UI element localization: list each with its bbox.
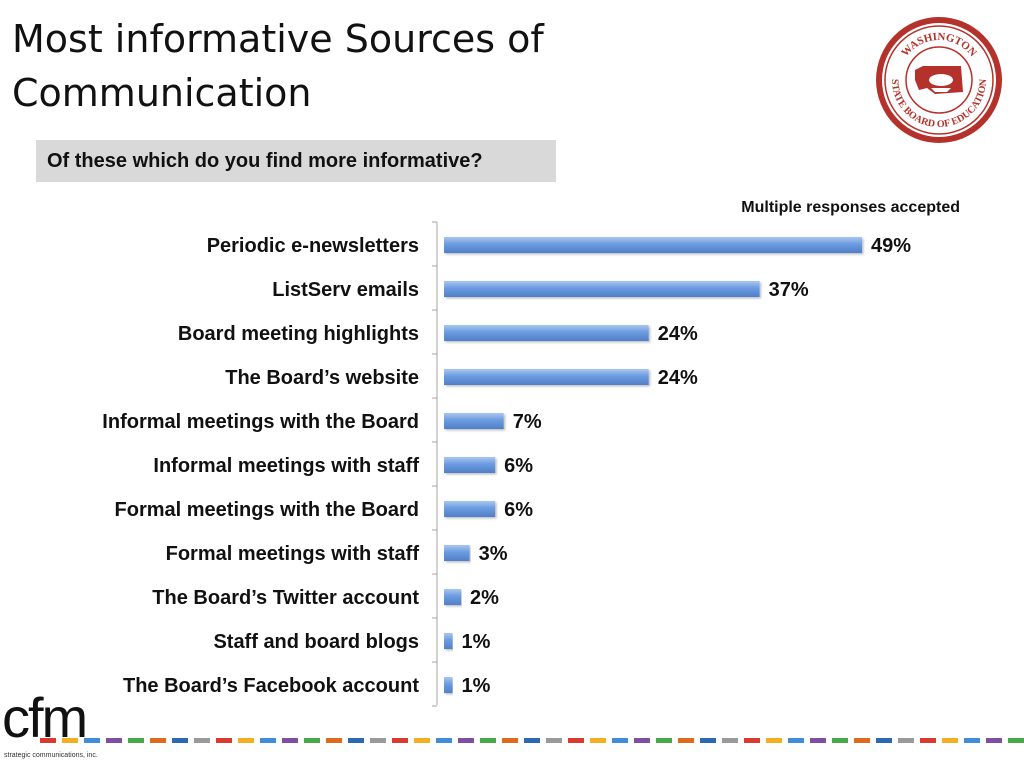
dash-segment [84,738,100,743]
dash-segment [436,738,452,743]
dash-segment [854,738,870,743]
dash-segment [920,738,936,743]
dash-segment [370,738,386,743]
bar [444,281,760,297]
dash-segment [458,738,474,743]
dash-segment [172,738,188,743]
data-label: 6% [504,499,533,521]
bar [444,589,462,605]
dash-segment [832,738,848,743]
dash-segment [964,738,980,743]
dash-segment [1008,738,1024,743]
dash-segment [656,738,672,743]
category-label: Periodic e-newsletters [207,235,419,257]
category-label: Formal meetings with the Board [115,499,419,521]
bar [444,325,649,341]
category-label: Informal meetings with the Board [102,411,419,433]
cfm-logo: cfm strategic communications, inc. [2,690,142,768]
slide-title: Most informative Sources of Communicatio… [12,17,544,115]
decorative-dash-line [40,738,1024,743]
dash-segment [106,738,122,743]
bar [444,457,496,473]
data-label: 37% [769,279,809,301]
dash-segment [612,738,628,743]
dash-segment [788,738,804,743]
dash-segment [568,738,584,743]
dash-segment [62,738,78,743]
dash-segment [766,738,782,743]
dash-segment [238,738,254,743]
question-text: Of these which do you find more informat… [47,149,483,172]
data-label: 24% [658,323,698,345]
data-label: 1% [462,675,491,697]
dash-segment [744,738,760,743]
data-label: 2% [470,587,499,609]
bar [444,237,862,253]
category-label: The Board’s Twitter account [152,587,419,609]
dash-segment [282,738,298,743]
question-box: Of these which do you find more informat… [36,140,556,182]
data-label: 24% [658,367,698,389]
dash-segment [216,738,232,743]
bar [444,369,649,385]
dash-segment [942,738,958,743]
dash-segment [414,738,430,743]
dash-segment [810,738,826,743]
dash-segment [304,738,320,743]
dash-segment [194,738,210,743]
bar [444,545,470,561]
dash-segment [700,738,716,743]
category-label: Board meeting highlights [178,323,419,345]
category-label: ListServ emails [272,279,419,301]
dash-segment [502,738,518,743]
dash-segment [546,738,562,743]
dash-segment [722,738,738,743]
bar [444,413,504,429]
dash-segment [634,738,650,743]
dash-segment [898,738,914,743]
data-label: 1% [462,631,491,653]
category-label: The Board’s website [225,367,419,389]
dash-segment [986,738,1002,743]
dash-segment [480,738,496,743]
bar [444,501,496,517]
dash-segment [326,738,342,743]
category-label: Staff and board blogs [213,631,419,653]
dash-segment [128,738,144,743]
dash-segment [524,738,540,743]
dash-segment [150,738,166,743]
dash-segment [40,738,56,743]
category-label: Formal meetings with staff [166,543,420,565]
bar [444,677,453,693]
dash-segment [678,738,694,743]
data-label: 3% [479,543,508,565]
multiple-responses-note: Multiple responses accepted [741,199,960,216]
data-label: 7% [513,411,542,433]
bar [444,633,453,649]
data-label: 49% [871,235,911,257]
data-label: 6% [504,455,533,477]
board-seal-logo: WASHINGTON STATE BOARD OF EDUCATION [876,17,1002,143]
dash-segment [590,738,606,743]
cfm-logo-tagline: strategic communications, inc. [4,752,98,759]
dash-segment [260,738,276,743]
dash-segment [348,738,364,743]
dash-segment [876,738,892,743]
dash-segment [392,738,408,743]
category-label: The Board’s Facebook account [123,675,419,697]
cfm-logo-text: cfm [2,686,88,749]
category-label: Informal meetings with staff [153,455,419,477]
